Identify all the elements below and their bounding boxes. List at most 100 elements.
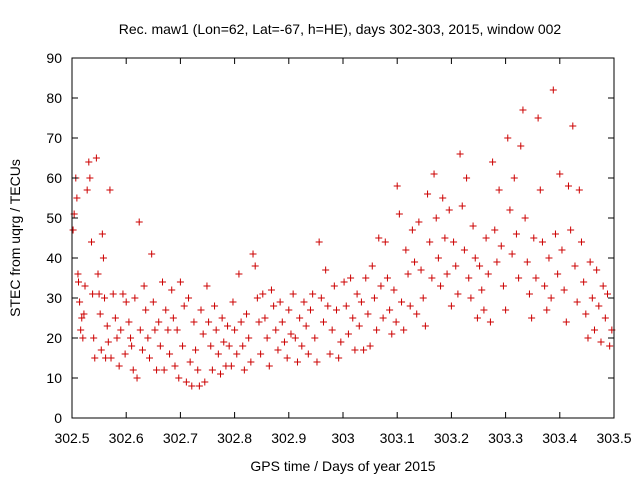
- data-point: [220, 338, 228, 346]
- data-point: [306, 306, 314, 314]
- data-point: [128, 342, 136, 350]
- data-point: [536, 186, 544, 194]
- data-point: [379, 314, 387, 322]
- data-point: [291, 334, 299, 342]
- data-point: [456, 150, 464, 158]
- data-point: [362, 274, 370, 282]
- data-point: [473, 314, 481, 322]
- data-point: [484, 270, 492, 278]
- data-point: [113, 334, 121, 342]
- data-point: [75, 278, 83, 286]
- y-tick-label: 60: [46, 170, 62, 186]
- data-point: [166, 350, 174, 358]
- data-point: [311, 334, 319, 342]
- x-tick-label: 303.3: [488, 430, 523, 446]
- data-point: [85, 158, 93, 166]
- data-point: [259, 290, 267, 298]
- data-point: [541, 282, 549, 290]
- data-point: [283, 354, 291, 362]
- data-point: [76, 298, 84, 306]
- data-point: [428, 274, 436, 282]
- data-point: [89, 290, 97, 298]
- data-point: [335, 354, 343, 362]
- data-point: [159, 278, 167, 286]
- data-point: [313, 358, 321, 366]
- data-point: [432, 214, 440, 222]
- data-point: [274, 346, 282, 354]
- data-point: [156, 342, 164, 350]
- data-point: [554, 270, 562, 278]
- data-point: [377, 282, 385, 290]
- data-point: [426, 238, 434, 246]
- data-point: [176, 278, 184, 286]
- data-point: [347, 274, 355, 282]
- data-point: [218, 314, 226, 322]
- data-point: [344, 330, 352, 338]
- data-point: [408, 226, 416, 234]
- data-point: [528, 314, 536, 322]
- y-tick-label: 90: [46, 50, 62, 66]
- data-point: [265, 362, 273, 370]
- data-point: [285, 306, 293, 314]
- data-point: [117, 326, 125, 334]
- x-tick-label: 302.9: [271, 430, 306, 446]
- data-point: [79, 334, 87, 342]
- data-point: [571, 262, 579, 270]
- data-point: [103, 322, 111, 330]
- data-point: [523, 258, 531, 266]
- data-point: [169, 314, 177, 322]
- data-point: [373, 326, 381, 334]
- data-point: [332, 306, 340, 314]
- data-point: [469, 222, 477, 230]
- data-point: [186, 358, 194, 366]
- data-point: [207, 342, 215, 350]
- data-point: [547, 294, 555, 302]
- data-point: [419, 294, 427, 302]
- data-point: [182, 378, 190, 386]
- data-point: [564, 182, 572, 190]
- y-tick-label: 10: [46, 370, 62, 386]
- data-point: [298, 342, 306, 350]
- data-point: [155, 318, 163, 326]
- data-point: [360, 346, 368, 354]
- data-point: [590, 326, 598, 334]
- data-point: [499, 282, 507, 290]
- y-tick-label: 20: [46, 330, 62, 346]
- data-point: [517, 142, 525, 150]
- data-point: [90, 334, 98, 342]
- x-tick-label: 303.1: [380, 430, 415, 446]
- data-point: [430, 170, 438, 178]
- data-point: [225, 342, 233, 350]
- data-point: [532, 274, 540, 282]
- data-point: [211, 302, 219, 310]
- data-point: [148, 250, 156, 258]
- data-point: [92, 154, 100, 162]
- chart-title: Rec. maw1 (Lon=62, Lat=-67, h=HE), days …: [119, 21, 562, 37]
- data-point: [493, 258, 501, 266]
- data-point: [465, 274, 473, 282]
- data-point: [562, 318, 570, 326]
- y-tick-label: 40: [46, 250, 62, 266]
- data-point: [194, 366, 202, 374]
- data-point: [107, 354, 115, 362]
- data-point: [355, 322, 363, 330]
- data-point: [584, 334, 592, 342]
- data-point: [115, 362, 123, 370]
- data-point: [131, 294, 139, 302]
- data-point: [586, 258, 594, 266]
- x-tick-label: 303: [331, 430, 355, 446]
- data-point: [445, 206, 453, 214]
- data-point: [593, 266, 601, 274]
- data-point: [95, 290, 103, 298]
- data-point: [77, 326, 85, 334]
- data-points: [69, 86, 616, 390]
- data-point: [315, 238, 323, 246]
- data-point: [441, 234, 449, 242]
- data-point: [142, 306, 150, 314]
- data-point: [129, 366, 137, 374]
- data-point: [96, 310, 104, 318]
- data-point: [508, 250, 516, 258]
- data-point: [567, 226, 575, 234]
- data-point: [253, 294, 261, 302]
- data-point: [383, 274, 391, 282]
